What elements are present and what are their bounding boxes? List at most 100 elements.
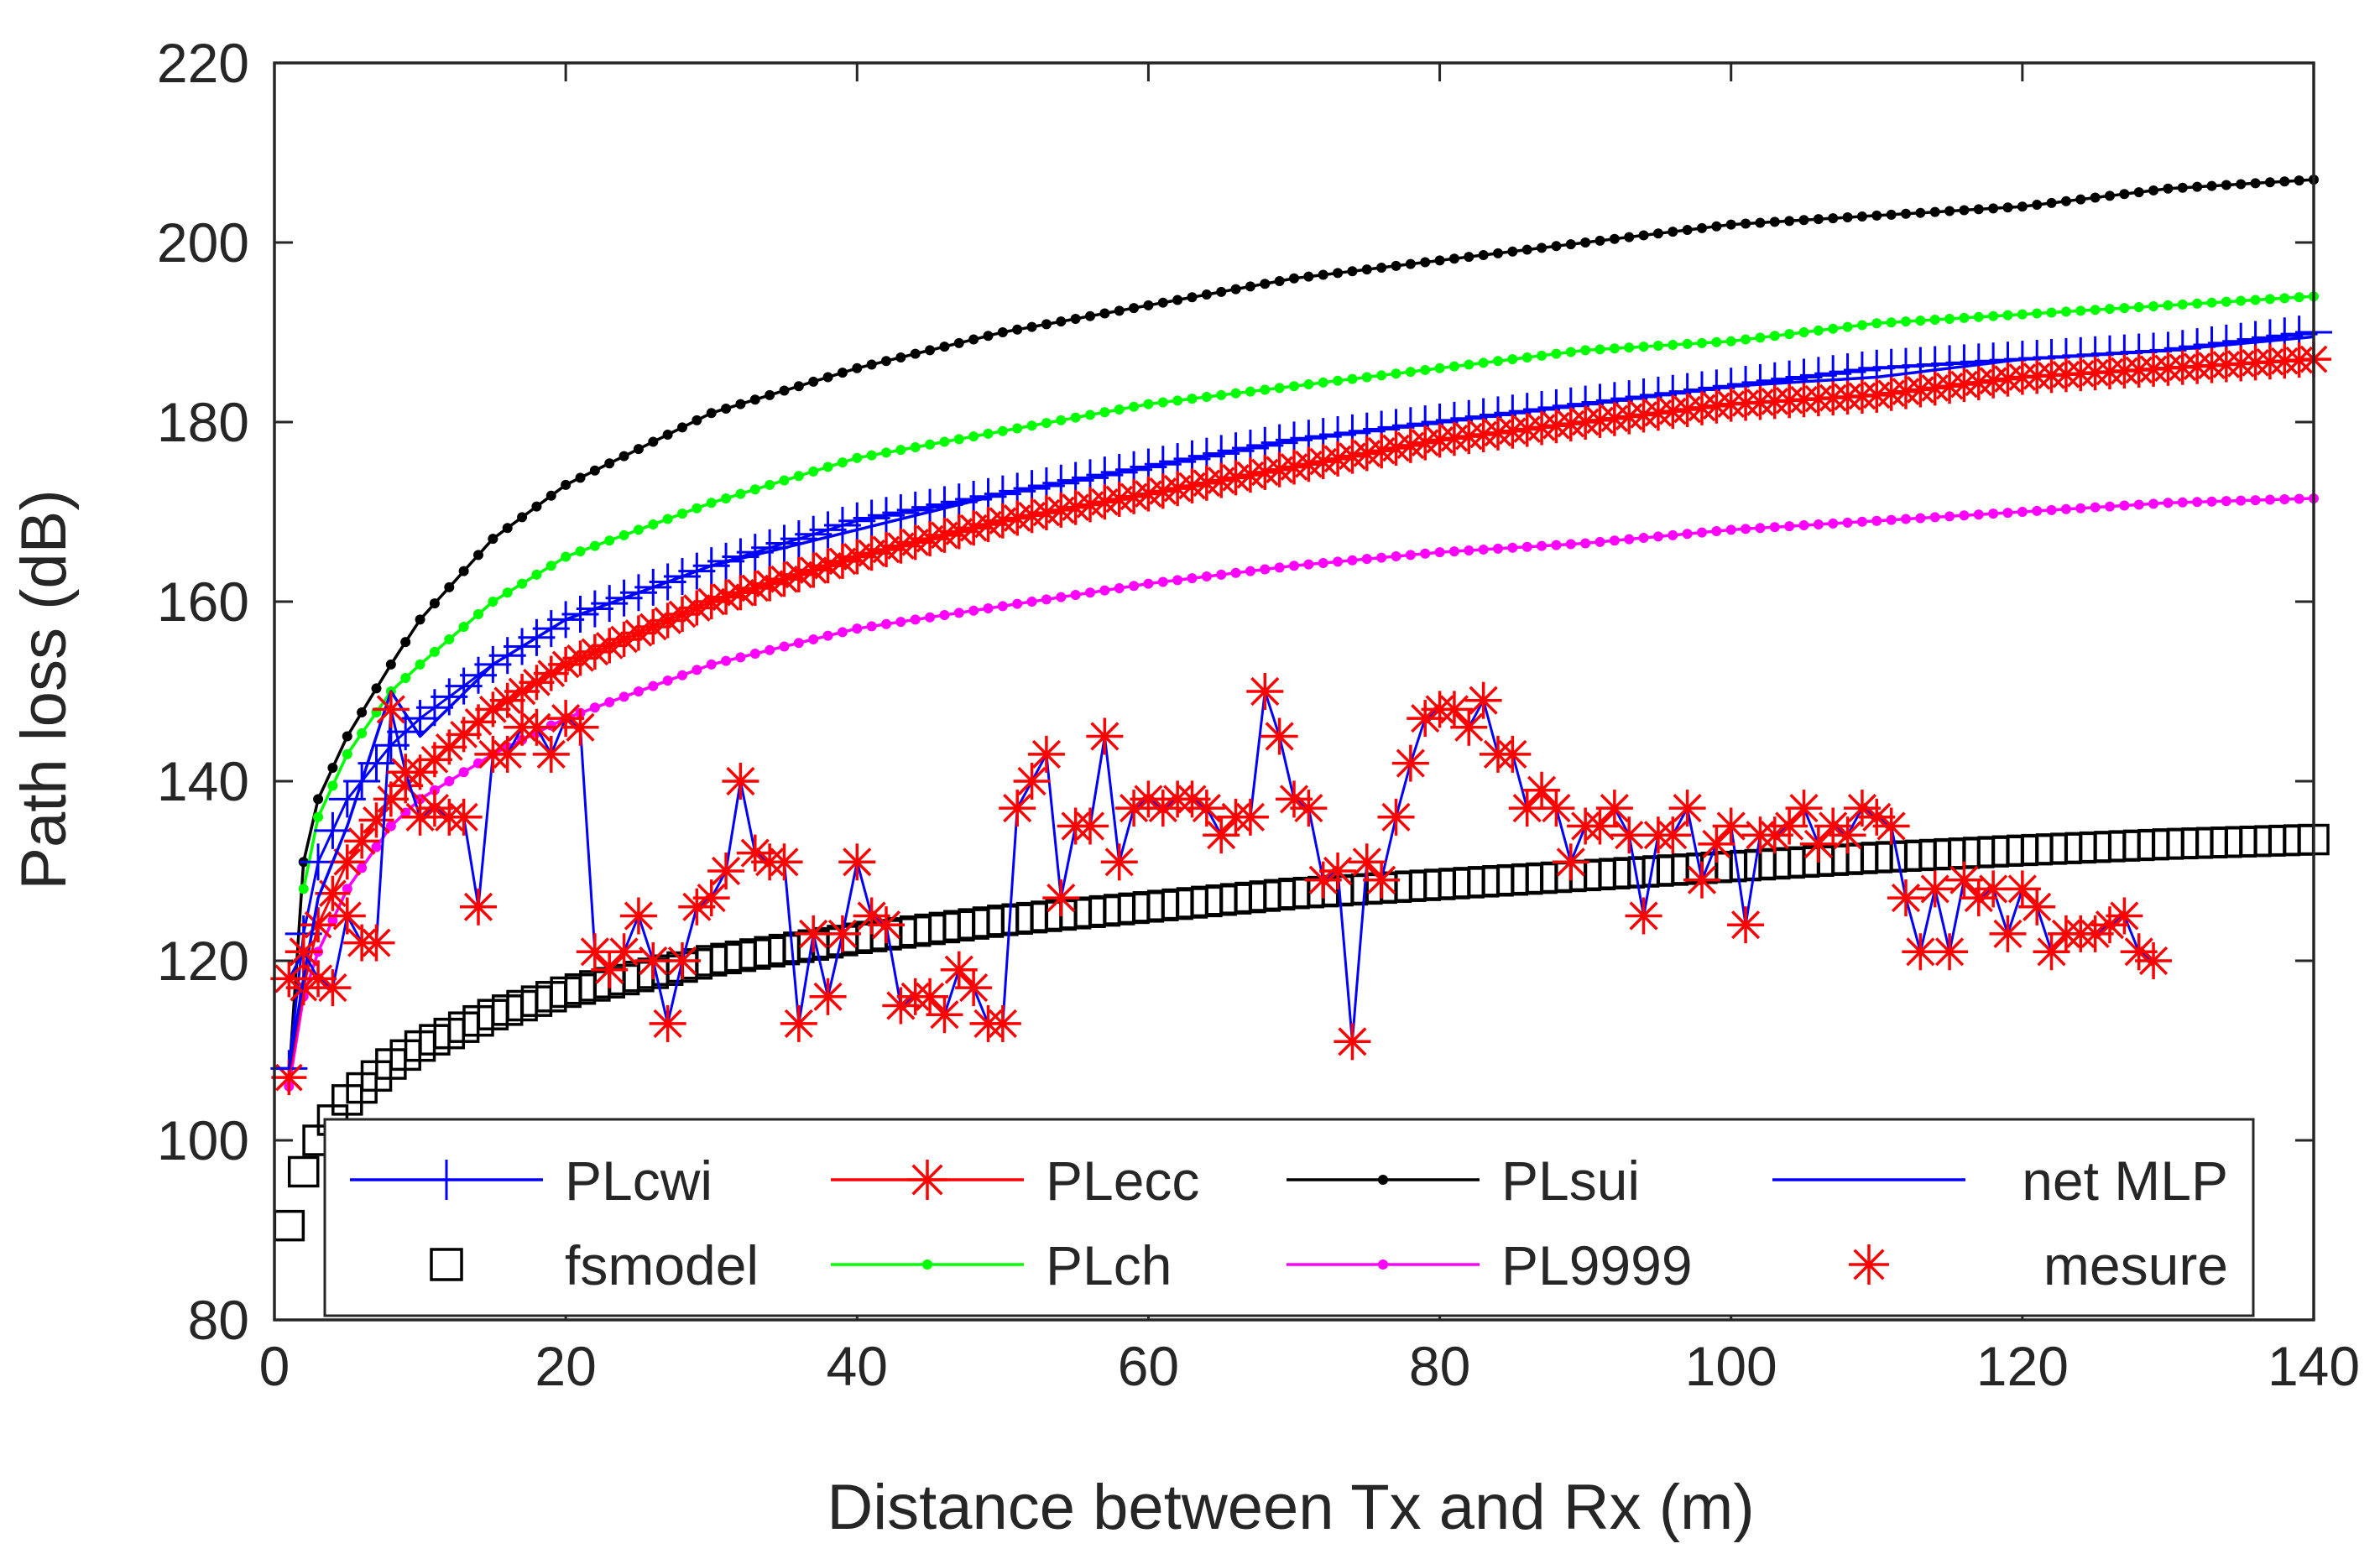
- data-point: [2163, 183, 2174, 194]
- data-point: [648, 681, 659, 691]
- legend-item: net MLP: [1772, 1150, 2228, 1212]
- data-point: [1902, 933, 1939, 971]
- legend-item: PLch: [831, 1234, 1172, 1296]
- data-point: [999, 790, 1036, 827]
- data-point: [1187, 790, 1225, 827]
- data-point: [1609, 343, 1620, 354]
- data-point: [328, 897, 366, 935]
- data-point: [1915, 513, 1926, 524]
- data-point: [531, 501, 542, 512]
- data-point: [2163, 498, 2174, 508]
- data-point: [838, 843, 876, 881]
- data-point: [1784, 521, 1795, 532]
- data-point: [284, 933, 322, 971]
- data-point: [1741, 334, 1751, 345]
- data-point: [1901, 208, 1911, 219]
- data-point: [1304, 861, 1342, 899]
- x-tick-label: 60: [1118, 1335, 1179, 1397]
- data-point: [1871, 210, 1882, 221]
- data-point: [881, 618, 891, 629]
- data-point: [1959, 510, 1970, 521]
- data-point: [2279, 293, 2290, 304]
- y-tick-label: 140: [157, 750, 249, 812]
- data-point: [1376, 552, 1387, 563]
- data-point: [547, 700, 585, 738]
- data-point: [2119, 303, 2130, 314]
- data-point: [723, 575, 759, 611]
- data-point: [2046, 504, 2057, 515]
- data-point: [752, 566, 788, 602]
- data-point: [1945, 861, 1983, 899]
- data-point: [415, 614, 425, 625]
- y-tick-label: 200: [157, 211, 249, 274]
- data-point: [1784, 329, 1795, 340]
- data-point: [429, 598, 440, 609]
- data-point: [2075, 194, 2086, 205]
- data-point: [1988, 508, 1999, 519]
- data-point: [1682, 338, 1693, 349]
- data-point: [460, 888, 497, 926]
- data-point: [545, 490, 556, 501]
- data-point: [371, 842, 382, 853]
- data-point: [1216, 389, 1227, 400]
- data-point: [2133, 187, 2144, 198]
- data-point: [1405, 258, 1416, 269]
- data-point: [327, 780, 338, 791]
- data-point: [1434, 547, 1445, 558]
- data-point: [1056, 316, 1067, 327]
- data-point: [1901, 514, 1911, 524]
- data-point: [2250, 495, 2261, 506]
- data-point: [953, 434, 964, 445]
- data-point: [1391, 368, 1401, 379]
- data-point: [1725, 524, 1736, 535]
- data-point: [357, 727, 368, 738]
- data-point: [342, 748, 352, 759]
- data-point: [941, 514, 977, 550]
- data-point: [342, 731, 352, 742]
- data-point: [1871, 515, 1882, 526]
- data-point: [1871, 318, 1882, 329]
- data-point: [1448, 253, 1459, 264]
- data-point: [1361, 554, 1372, 565]
- data-point: [604, 696, 615, 707]
- data-point: [650, 602, 686, 639]
- data-point: [1959, 312, 1970, 323]
- data-point: [517, 512, 528, 523]
- data-point: [868, 906, 905, 944]
- data-point: [766, 561, 802, 597]
- y-tick-label: 180: [157, 391, 249, 453]
- data-point: [1026, 597, 1037, 607]
- data-point: [1361, 264, 1372, 275]
- data-point: [2206, 297, 2217, 308]
- data-point: [1769, 522, 1780, 533]
- data-point: [1537, 790, 1575, 827]
- data-point: [1580, 237, 1591, 248]
- data-point: [2264, 177, 2275, 188]
- legend-item: PLsui: [1287, 1150, 1640, 1212]
- data-point: [1407, 700, 1444, 738]
- data-point: [1448, 361, 1459, 372]
- data-point: [2032, 200, 2043, 211]
- series-mesure: [270, 673, 2173, 1061]
- data-point: [939, 610, 950, 621]
- data-point: [619, 897, 657, 935]
- data-point: [2148, 300, 2159, 311]
- data-point: [837, 368, 848, 378]
- data-point: [2017, 507, 2028, 517]
- data-point: [1143, 399, 1154, 409]
- data-point: [1216, 569, 1227, 580]
- data-point: [2060, 306, 2071, 317]
- data-point: [2119, 500, 2130, 511]
- data-point: [852, 623, 863, 634]
- data-point: [2177, 497, 2188, 508]
- data-point: [1405, 550, 1416, 561]
- data-point: [2060, 196, 2071, 206]
- data-point: [1594, 536, 1605, 547]
- data-point: [1652, 531, 1663, 542]
- data-point: [2090, 502, 2101, 513]
- data-point: [1070, 589, 1081, 600]
- data-point: [692, 879, 730, 917]
- data-point: [678, 888, 716, 926]
- data-point: [1901, 316, 1911, 327]
- data-point: [635, 608, 671, 644]
